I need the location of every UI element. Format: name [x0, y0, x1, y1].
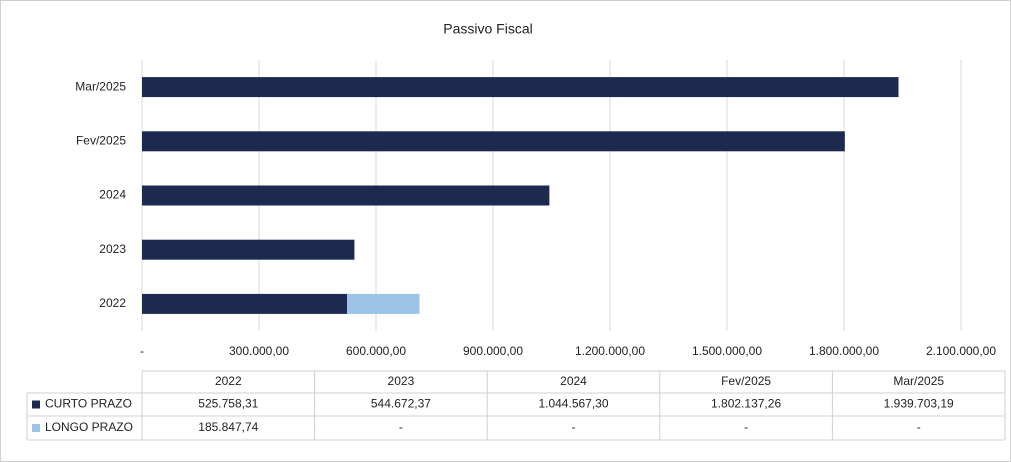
chart-title: Passivo Fiscal — [443, 21, 532, 37]
table-cell: 1.802.137,26 — [711, 397, 781, 411]
table-cell: 544.672,37 — [371, 397, 431, 411]
bar — [142, 293, 348, 314]
x-tick-label: - — [140, 344, 144, 358]
y-tick-label: 2024 — [99, 188, 126, 202]
bar — [142, 131, 845, 152]
y-tick-label: Fev/2025 — [76, 133, 126, 147]
table-cell: 1.044.567,30 — [538, 397, 608, 411]
bar — [142, 239, 355, 260]
legend-label: LONGO PRAZO — [45, 420, 133, 434]
x-tick-label: 600.000,00 — [346, 344, 406, 358]
legend-label: CURTO PRAZO — [45, 397, 132, 411]
table-header: 2022 — [215, 374, 242, 388]
table-header: Fev/2025 — [721, 374, 771, 388]
table-header: 2023 — [388, 374, 415, 388]
bar — [347, 293, 420, 314]
y-tick-label: 2023 — [99, 242, 126, 256]
table-cell: 185.847,74 — [198, 420, 258, 434]
y-tick-label: Mar/2025 — [75, 79, 126, 93]
x-tick-label: 900.000,00 — [463, 344, 523, 358]
table-cell: - — [917, 420, 921, 434]
bar — [142, 77, 899, 98]
table-cell: - — [399, 420, 403, 434]
x-tick-label: 300.000,00 — [229, 344, 289, 358]
x-tick-label: 1.800.000,00 — [809, 344, 879, 358]
y-tick-label: 2022 — [99, 296, 126, 310]
x-tick-label: 1.200.000,00 — [575, 344, 645, 358]
table-cell: - — [744, 420, 748, 434]
bar — [142, 185, 550, 206]
table-cell: 525.758,31 — [198, 397, 258, 411]
table-header: Mar/2025 — [893, 374, 944, 388]
table-cell: 1.939.703,19 — [884, 397, 954, 411]
x-tick-label: 2.100.000,00 — [926, 344, 996, 358]
legend-swatch — [32, 400, 40, 409]
table-cell: - — [572, 420, 576, 434]
table-header: 2024 — [560, 374, 587, 388]
x-tick-label: 1.500.000,00 — [692, 344, 762, 358]
legend-swatch — [32, 424, 40, 432]
